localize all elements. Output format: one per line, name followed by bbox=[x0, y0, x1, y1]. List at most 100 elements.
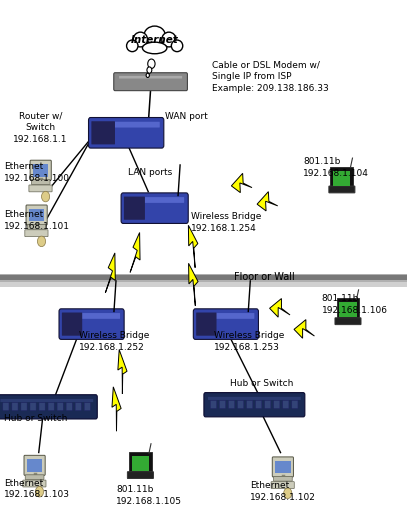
Circle shape bbox=[146, 73, 149, 77]
Ellipse shape bbox=[127, 40, 138, 52]
Text: Wireless Bridge
192.168.1.252: Wireless Bridge 192.168.1.252 bbox=[79, 331, 150, 352]
FancyBboxPatch shape bbox=[265, 401, 271, 408]
Text: Wireless Bridge
192.168.1.253: Wireless Bridge 192.168.1.253 bbox=[214, 331, 284, 352]
Text: WAN port: WAN port bbox=[165, 112, 208, 122]
Ellipse shape bbox=[142, 42, 167, 54]
Polygon shape bbox=[118, 349, 127, 394]
FancyBboxPatch shape bbox=[30, 160, 51, 180]
FancyBboxPatch shape bbox=[114, 73, 187, 91]
Text: Hub or Switch: Hub or Switch bbox=[4, 414, 68, 424]
FancyBboxPatch shape bbox=[204, 393, 305, 417]
FancyBboxPatch shape bbox=[271, 482, 294, 489]
FancyBboxPatch shape bbox=[228, 401, 234, 408]
FancyBboxPatch shape bbox=[335, 318, 361, 325]
FancyBboxPatch shape bbox=[274, 401, 280, 408]
FancyBboxPatch shape bbox=[121, 193, 188, 223]
FancyBboxPatch shape bbox=[62, 313, 82, 336]
Text: Ethernet
192.168.1.103: Ethernet 192.168.1.103 bbox=[4, 479, 70, 500]
FancyBboxPatch shape bbox=[75, 403, 81, 411]
Polygon shape bbox=[105, 253, 115, 293]
FancyBboxPatch shape bbox=[27, 225, 46, 229]
Circle shape bbox=[37, 236, 46, 247]
Circle shape bbox=[148, 59, 155, 69]
FancyBboxPatch shape bbox=[26, 205, 47, 225]
Bar bbox=[0, 274, 407, 287]
FancyBboxPatch shape bbox=[127, 472, 153, 479]
FancyBboxPatch shape bbox=[272, 457, 293, 477]
FancyBboxPatch shape bbox=[337, 298, 359, 320]
FancyBboxPatch shape bbox=[247, 401, 253, 408]
Text: Ethernet
192.168.1.102: Ethernet 192.168.1.102 bbox=[250, 481, 316, 502]
FancyBboxPatch shape bbox=[31, 180, 50, 184]
Text: Ethernet
192.168.1.101: Ethernet 192.168.1.101 bbox=[4, 210, 70, 231]
FancyBboxPatch shape bbox=[333, 171, 350, 186]
Circle shape bbox=[42, 191, 50, 202]
Polygon shape bbox=[231, 173, 252, 193]
Text: 801.11b
192.168.1.106: 801.11b 192.168.1.106 bbox=[322, 294, 387, 315]
FancyBboxPatch shape bbox=[29, 185, 52, 192]
FancyBboxPatch shape bbox=[3, 403, 9, 411]
FancyBboxPatch shape bbox=[292, 401, 298, 408]
Ellipse shape bbox=[144, 26, 165, 45]
Polygon shape bbox=[269, 298, 290, 317]
Bar bbox=[0, 282, 407, 287]
Text: Hub or Switch: Hub or Switch bbox=[230, 379, 293, 388]
Text: Floor or Wall: Floor or Wall bbox=[234, 272, 295, 281]
FancyBboxPatch shape bbox=[0, 399, 93, 402]
FancyBboxPatch shape bbox=[330, 167, 353, 189]
FancyBboxPatch shape bbox=[219, 401, 225, 408]
FancyBboxPatch shape bbox=[124, 197, 145, 220]
FancyBboxPatch shape bbox=[88, 118, 164, 148]
Ellipse shape bbox=[162, 32, 176, 47]
Ellipse shape bbox=[133, 32, 147, 47]
FancyBboxPatch shape bbox=[21, 403, 27, 411]
FancyBboxPatch shape bbox=[238, 401, 244, 408]
FancyBboxPatch shape bbox=[208, 397, 301, 400]
Polygon shape bbox=[188, 264, 198, 306]
FancyBboxPatch shape bbox=[59, 309, 124, 339]
Bar bbox=[0, 275, 407, 280]
FancyBboxPatch shape bbox=[339, 302, 357, 317]
Text: Ethernet
192.168.1.100: Ethernet 192.168.1.100 bbox=[4, 162, 70, 183]
FancyBboxPatch shape bbox=[27, 459, 42, 472]
Text: Router w/
Switch
192.168.1.1: Router w/ Switch 192.168.1.1 bbox=[13, 111, 68, 144]
FancyBboxPatch shape bbox=[30, 403, 36, 411]
FancyBboxPatch shape bbox=[39, 403, 45, 411]
Text: 801.11b
192.168.1.104: 801.11b 192.168.1.104 bbox=[303, 157, 369, 178]
FancyBboxPatch shape bbox=[125, 197, 184, 203]
Ellipse shape bbox=[171, 40, 183, 52]
FancyBboxPatch shape bbox=[91, 121, 115, 144]
Circle shape bbox=[35, 486, 44, 497]
FancyBboxPatch shape bbox=[25, 230, 48, 237]
Circle shape bbox=[147, 67, 152, 73]
Text: Cable or DSL Modem w/
Single IP from ISP
Example: 209.138.186.33: Cable or DSL Modem w/ Single IP from ISP… bbox=[212, 60, 328, 93]
FancyBboxPatch shape bbox=[193, 309, 258, 339]
FancyBboxPatch shape bbox=[129, 452, 152, 474]
FancyBboxPatch shape bbox=[48, 403, 54, 411]
Polygon shape bbox=[188, 226, 198, 268]
Text: 801.11b
192.168.1.105: 801.11b 192.168.1.105 bbox=[116, 485, 182, 506]
FancyBboxPatch shape bbox=[57, 403, 63, 411]
FancyBboxPatch shape bbox=[119, 76, 182, 79]
FancyBboxPatch shape bbox=[63, 313, 120, 319]
FancyBboxPatch shape bbox=[0, 395, 97, 419]
FancyBboxPatch shape bbox=[93, 122, 160, 128]
Circle shape bbox=[284, 488, 292, 499]
Text: Internet: Internet bbox=[131, 35, 179, 44]
FancyBboxPatch shape bbox=[197, 313, 254, 319]
FancyBboxPatch shape bbox=[283, 401, 289, 408]
FancyBboxPatch shape bbox=[275, 461, 291, 473]
Polygon shape bbox=[294, 319, 315, 338]
FancyBboxPatch shape bbox=[256, 401, 262, 408]
FancyBboxPatch shape bbox=[132, 456, 149, 471]
FancyBboxPatch shape bbox=[12, 403, 18, 411]
FancyBboxPatch shape bbox=[196, 313, 217, 336]
Polygon shape bbox=[112, 387, 121, 431]
Text: LAN ports: LAN ports bbox=[128, 168, 173, 178]
Polygon shape bbox=[257, 192, 278, 211]
FancyBboxPatch shape bbox=[24, 455, 45, 475]
FancyBboxPatch shape bbox=[210, 401, 217, 408]
FancyBboxPatch shape bbox=[329, 186, 355, 193]
FancyBboxPatch shape bbox=[274, 476, 292, 481]
FancyBboxPatch shape bbox=[29, 209, 44, 221]
